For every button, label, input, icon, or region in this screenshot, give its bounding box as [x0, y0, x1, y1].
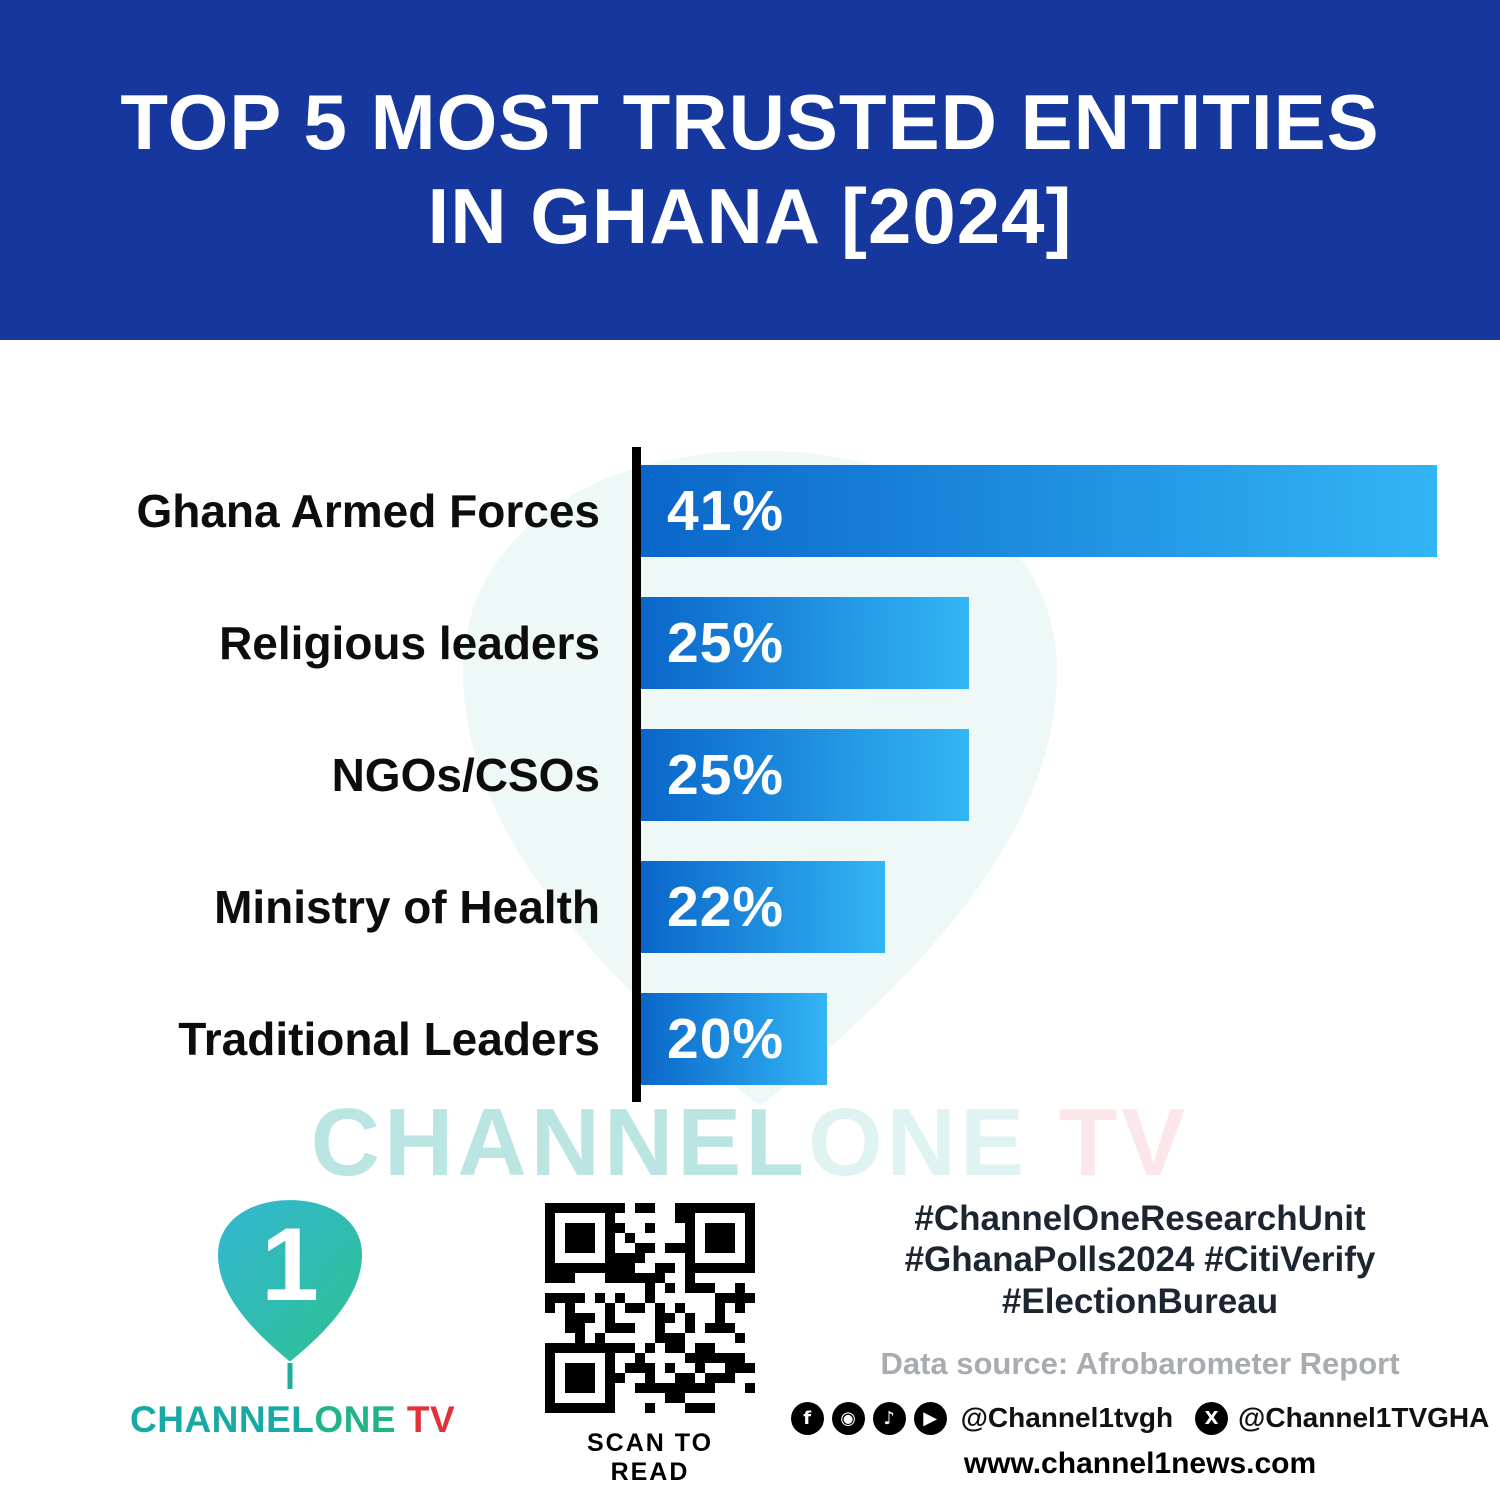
footer-info-block: #ChannelOneResearchUnit #GhanaPolls2024 …	[790, 1198, 1489, 1481]
channel-one-logo-block: 1 CHANNELONE TV	[130, 1195, 455, 1441]
category-label: Religious leaders	[219, 617, 600, 669]
website-url: www.channel1news.com	[963, 1446, 1317, 1480]
bar: 22%	[641, 861, 885, 953]
page-title-line1: TOP 5 MOST TRUSTED ENTITIES	[120, 78, 1380, 167]
chart-row: NGOs/CSOs 25%	[0, 729, 1500, 821]
bar-value-label: 41%	[667, 479, 785, 543]
logo-digit: 1	[261, 1207, 319, 1323]
bar-chart: Ghana Armed Forces 41% Religious leaders…	[0, 447, 1500, 1107]
bar: 25%	[641, 597, 969, 689]
hashtag-line: #ElectionBureau	[1001, 1281, 1279, 1321]
category-label: Ministry of Health	[214, 881, 600, 933]
qr-caption: SCAN TO READ	[586, 1429, 714, 1486]
chart-axis-line	[632, 447, 641, 1102]
bar: 25%	[641, 729, 969, 821]
youtube-icon: ▶	[913, 1401, 947, 1435]
bar-value-label: 25%	[667, 743, 785, 807]
facebook-icon: f	[790, 1401, 824, 1435]
tiktok-icon: ♪	[872, 1401, 906, 1435]
social-handle-1: @Channel1tvgh	[960, 1402, 1174, 1434]
bar-value-label: 25%	[667, 611, 785, 675]
social-row: f ◉ ♪ ▶ @Channel1tvgh X @Channel1TVGHA	[790, 1401, 1489, 1435]
logo-pick-shape	[218, 1200, 362, 1362]
logo-word-part2: ONE	[314, 1399, 397, 1440]
logo-word-part3: TV	[396, 1399, 456, 1440]
header-band: TOP 5 MOST TRUSTED ENTITIES IN GHANA [20…	[0, 0, 1500, 340]
logo-wordmark: CHANNELONE TV	[130, 1399, 455, 1441]
qr-block: SCAN TO READ	[545, 1203, 755, 1487]
category-label: Ghana Armed Forces	[136, 485, 600, 537]
instagram-icon: ◉	[831, 1401, 865, 1435]
social-handle-2: @Channel1TVGHA	[1238, 1402, 1490, 1434]
chart-row: Religious leaders 25%	[0, 597, 1500, 689]
chart-row: Traditional Leaders 20%	[0, 993, 1500, 1085]
channel-one-logo: 1	[210, 1195, 370, 1389]
chart-row: Ministry of Health 22%	[0, 861, 1500, 953]
bar-value-label: 20%	[667, 1007, 785, 1071]
bar: 41%	[641, 465, 1437, 557]
chart-row: Ghana Armed Forces 41%	[0, 465, 1500, 557]
page-title-line2: IN GHANA [2024]	[427, 172, 1073, 260]
hashtag-line: #ChannelOneResearchUnit	[914, 1199, 1366, 1238]
data-source-text: Data source: Afrobarometer Report	[880, 1345, 1400, 1381]
hashtag-line: #GhanaPolls2024 #CitiVerify	[904, 1240, 1376, 1280]
bar: 20%	[641, 993, 827, 1085]
x-icon: X	[1195, 1401, 1229, 1435]
bar-value-label: 22%	[667, 875, 785, 939]
logo-word-part1: CHANNEL	[130, 1399, 315, 1440]
category-label: NGOs/CSOs	[331, 749, 600, 801]
qr-code	[545, 1203, 755, 1413]
category-label: Traditional Leaders	[178, 1013, 600, 1065]
logo-stem	[287, 1363, 293, 1389]
